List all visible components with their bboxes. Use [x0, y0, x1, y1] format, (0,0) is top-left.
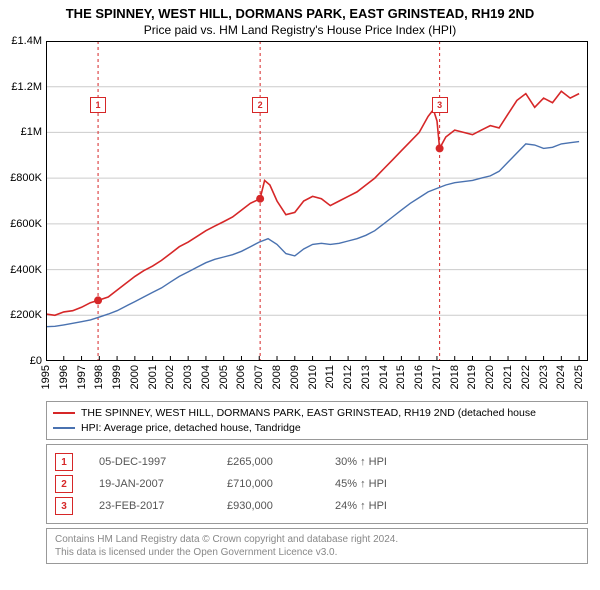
chart-svg: [46, 41, 588, 361]
event-delta: 45% ↑ HPI: [335, 478, 435, 490]
x-tick-label: 2008: [271, 365, 283, 389]
event-price: £710,000: [227, 478, 317, 490]
event-delta: 24% ↑ HPI: [335, 500, 435, 512]
x-tick-label: 1996: [58, 365, 70, 389]
chart-event-marker: 2: [252, 97, 268, 113]
x-tick-label: 1995: [40, 365, 52, 389]
x-tick-label: 2016: [413, 365, 425, 389]
event-price: £265,000: [227, 456, 317, 468]
x-tick-label: 2003: [182, 365, 194, 389]
x-tick-label: 2019: [466, 365, 478, 389]
x-tick-label: 2013: [360, 365, 372, 389]
x-tick-label: 2021: [502, 365, 514, 389]
x-tick-label: 2000: [129, 365, 141, 389]
x-tick-label: 1999: [111, 365, 123, 389]
y-tick-label: £1M: [21, 126, 42, 138]
x-tick-label: 2009: [289, 365, 301, 389]
events-table: 1 05-DEC-1997 £265,000 30% ↑ HPI 2 19-JAN-200…: [46, 444, 588, 524]
event-delta: 30% ↑ HPI: [335, 456, 435, 468]
x-tick-label: 2012: [342, 365, 354, 389]
legend-item: THE SPINNEY, WEST HILL, DORMANS PARK, EA…: [53, 406, 581, 421]
chart-container: THE SPINNEY, WEST HILL, DORMANS PARK, EA…: [0, 0, 600, 590]
x-tick-label: 2020: [484, 365, 496, 389]
footer-line-2: This data is licensed under the Open Gov…: [55, 546, 579, 559]
event-date: 05-DEC-1997: [99, 456, 209, 468]
chart-title: THE SPINNEY, WEST HILL, DORMANS PARK, EA…: [0, 0, 600, 21]
x-tick-label: 2024: [555, 365, 567, 389]
x-tick-label: 2006: [235, 365, 247, 389]
event-date: 23-FEB-2017: [99, 500, 209, 512]
legend-label: HPI: Average price, detached house, Tand…: [81, 421, 301, 436]
chart-plot-area: £0£200K£400K£600K£800K£1M£1.2M£1.4M19951…: [46, 41, 588, 361]
x-tick-label: 2018: [449, 365, 461, 389]
x-tick-label: 2025: [573, 365, 585, 389]
legend-swatch: [53, 412, 75, 414]
x-tick-label: 2004: [200, 365, 212, 389]
legend-label: THE SPINNEY, WEST HILL, DORMANS PARK, EA…: [81, 406, 536, 421]
event-marker: 3: [55, 497, 73, 515]
y-tick-label: £1.4M: [11, 35, 42, 47]
x-tick-label: 2005: [218, 365, 230, 389]
x-tick-label: 2002: [164, 365, 176, 389]
x-tick-label: 2011: [324, 365, 336, 389]
event-price: £930,000: [227, 500, 317, 512]
event-marker: 2: [55, 475, 73, 493]
y-tick-label: £800K: [10, 172, 42, 184]
y-tick-label: £1.2M: [11, 81, 42, 93]
footer-attribution: Contains HM Land Registry data © Crown c…: [46, 528, 588, 564]
event-marker: 1: [55, 453, 73, 471]
x-tick-label: 1998: [93, 365, 105, 389]
x-tick-label: 2017: [431, 365, 443, 389]
x-tick-label: 2022: [520, 365, 532, 389]
x-tick-label: 2007: [253, 365, 265, 389]
y-tick-label: £600K: [10, 218, 42, 230]
x-tick-label: 2010: [307, 365, 319, 389]
legend-swatch: [53, 427, 75, 429]
event-row: 1 05-DEC-1997 £265,000 30% ↑ HPI: [55, 451, 579, 473]
footer-line-1: Contains HM Land Registry data © Crown c…: [55, 533, 579, 546]
x-tick-label: 2023: [538, 365, 550, 389]
legend-item: HPI: Average price, detached house, Tand…: [53, 421, 581, 436]
chart-event-marker: 1: [90, 97, 106, 113]
event-row: 2 19-JAN-2007 £710,000 45% ↑ HPI: [55, 473, 579, 495]
y-tick-label: £200K: [10, 309, 42, 321]
x-tick-label: 2014: [378, 365, 390, 389]
y-tick-label: £400K: [10, 264, 42, 276]
legend: THE SPINNEY, WEST HILL, DORMANS PARK, EA…: [46, 401, 588, 440]
chart-subtitle: Price paid vs. HM Land Registry's House …: [0, 21, 600, 41]
chart-event-marker: 3: [432, 97, 448, 113]
x-tick-label: 2001: [147, 365, 159, 389]
event-row: 3 23-FEB-2017 £930,000 24% ↑ HPI: [55, 495, 579, 517]
event-date: 19-JAN-2007: [99, 478, 209, 490]
x-tick-label: 2015: [395, 365, 407, 389]
x-tick-label: 1997: [76, 365, 88, 389]
